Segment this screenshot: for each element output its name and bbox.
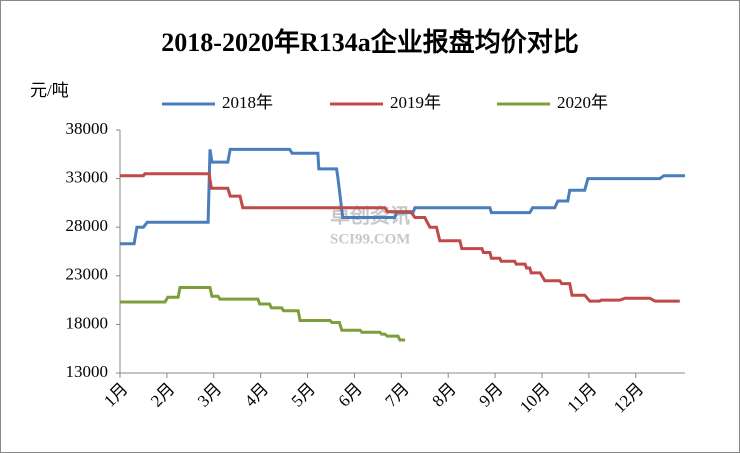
y-tick-label: 18000: [66, 313, 109, 332]
legend-label: 2020年: [557, 93, 608, 112]
chart-title: 2018-2020年R134a企业报盘均价对比: [161, 27, 578, 57]
y-axis-label: 元/吨: [30, 81, 69, 100]
series-line: [120, 286, 406, 342]
y-tick-label: 13000: [66, 362, 109, 381]
y-tick-label: 28000: [66, 216, 109, 235]
y-tick-label: 33000: [66, 168, 109, 187]
watermark: SCI99.COM: [330, 231, 410, 247]
legend-label: 2018年: [222, 93, 273, 112]
y-tick-label: 23000: [66, 265, 109, 284]
legend-label: 2019年: [390, 93, 441, 112]
series-line: [120, 172, 680, 303]
series-line: [120, 147, 685, 246]
y-tick-label: 38000: [66, 119, 109, 138]
